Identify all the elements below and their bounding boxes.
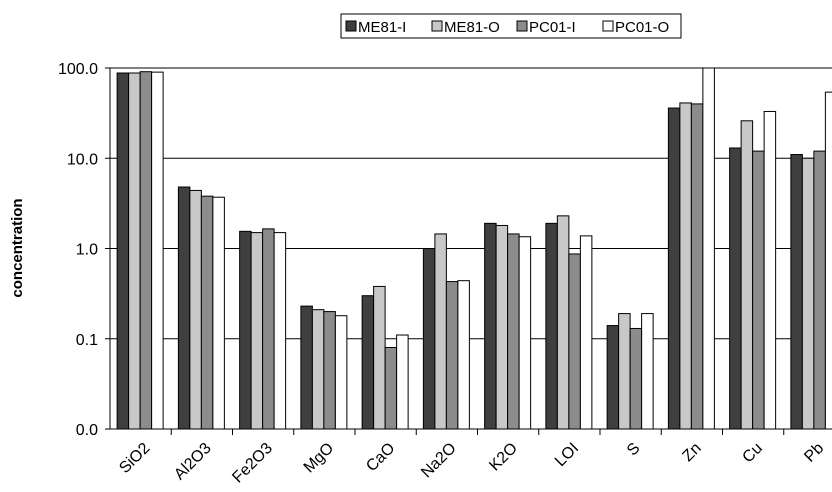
bar-me81-o-cu	[740, 120, 754, 430]
bar-pc01-i-loi	[568, 253, 581, 430]
bar-pc01-i-mgo	[323, 311, 336, 430]
x-tick-label: Na2O	[418, 440, 460, 482]
x-tick-label: S	[624, 440, 644, 460]
bar-pc01-i-k2o	[507, 233, 520, 430]
bar-pc01-o-pb	[824, 91, 832, 430]
bar-me81-i-sio2	[116, 72, 130, 430]
bar-pc01-o-loi	[579, 235, 593, 430]
bar-me81-i-mgo	[300, 305, 313, 430]
bar-me81-o-loi	[556, 215, 570, 430]
bar-me81-o-cao	[373, 285, 386, 430]
bar-me81-i-loi	[545, 222, 558, 430]
legend-swatch-pc01-o	[602, 20, 614, 32]
bar-pc01-o-cao	[396, 334, 409, 430]
bar-pc01-o-fe2o3	[273, 232, 287, 430]
y-tick-label: 1.0	[76, 242, 98, 259]
bar-pc01-o-al2o3	[212, 196, 225, 430]
bar-me81-o-na2o	[434, 233, 447, 430]
y-tick-label: 100.0	[58, 61, 98, 78]
bar-me81-i-s	[606, 325, 620, 430]
bar-pc01-i-zn	[690, 103, 704, 430]
y-tick-label: 10.0	[67, 151, 98, 168]
y-axis-label: concentration	[9, 198, 26, 297]
bar-me81-o-mgo	[311, 309, 325, 430]
x-tick-label: Al2O3	[171, 440, 215, 484]
bar-me81-i-k2o	[484, 222, 497, 430]
bar-pc01-i-pb	[813, 150, 826, 430]
x-tick-label: Pb	[801, 440, 827, 466]
legend-label-me81-o: ME81-O	[444, 19, 500, 36]
bar-me81-i-pb	[790, 154, 803, 430]
bar-pc01-i-sio2	[139, 71, 153, 430]
y-tick-label: 0.1	[76, 332, 98, 349]
x-tick-label: SiO2	[116, 440, 153, 477]
bar-me81-o-sio2	[128, 72, 141, 430]
bar-me81-o-k2o	[495, 224, 509, 430]
y-tick-label: 0.0	[76, 422, 98, 439]
legend: ME81-I ME81-O PC01-I PC01-O	[340, 13, 682, 39]
bar-pc01-o-zn	[702, 67, 715, 430]
legend-label-pc01-i: PC01-I	[529, 19, 576, 36]
legend-label-pc01-o: PC01-O	[615, 19, 669, 36]
legend-label-me81-i: ME81-I	[358, 19, 406, 36]
x-tick-label: Cu	[739, 440, 765, 466]
bar-me81-i-cao	[361, 295, 375, 430]
bar-me81-o-s	[618, 313, 631, 430]
x-tick-label: CaO	[363, 440, 398, 475]
bar-me81-o-zn	[679, 102, 692, 430]
x-tick-label: K2O	[486, 440, 521, 475]
bar-pc01-i-s	[629, 327, 643, 430]
bar-me81-o-fe2o3	[250, 232, 264, 430]
bar-pc01-i-cu	[752, 150, 765, 430]
bar-pc01-o-sio2	[151, 71, 164, 430]
x-tick-label: Fe2O3	[229, 440, 276, 487]
bar-me81-o-al2o3	[189, 189, 202, 430]
x-tick-label: MgO	[301, 440, 338, 477]
bar-pc01-o-na2o	[457, 280, 470, 430]
legend-swatch-me81-i	[345, 20, 357, 32]
bar-me81-i-cu	[729, 147, 742, 430]
x-tick-label: LOI	[552, 440, 582, 470]
bar-pc01-i-al2o3	[200, 195, 214, 430]
y-tick-labels: 0.0 0.1 1.0 10.0 100.0	[58, 61, 98, 439]
legend-frame	[340, 13, 682, 39]
bars	[116, 67, 832, 430]
bar-me81-i-zn	[667, 107, 681, 430]
x-tick-labels: SiO2 Al2O3 Fe2O3 MgO CaO Na2O K2O LOI S Zn Cu Pb	[116, 440, 827, 487]
bar-me81-i-fe2o3	[239, 230, 252, 430]
legend-swatch-me81-o	[431, 20, 443, 32]
bar-pc01-o-k2o	[518, 236, 532, 430]
bar-me81-i-na2o	[422, 248, 436, 430]
bar-me81-i-al2o3	[177, 186, 191, 430]
bar-pc01-o-cu	[763, 110, 777, 430]
bar-pc01-i-na2o	[445, 281, 459, 430]
axes	[105, 67, 832, 435]
bar-me81-o-pb	[801, 157, 815, 430]
bar-pc01-i-cao	[384, 346, 398, 430]
x-tick-label: Zn	[679, 440, 704, 465]
bar-pc01-o-s	[641, 313, 654, 430]
legend-swatch-pc01-i	[516, 20, 528, 32]
bar-pc01-o-mgo	[334, 315, 348, 430]
bar-pc01-i-fe2o3	[262, 228, 275, 430]
